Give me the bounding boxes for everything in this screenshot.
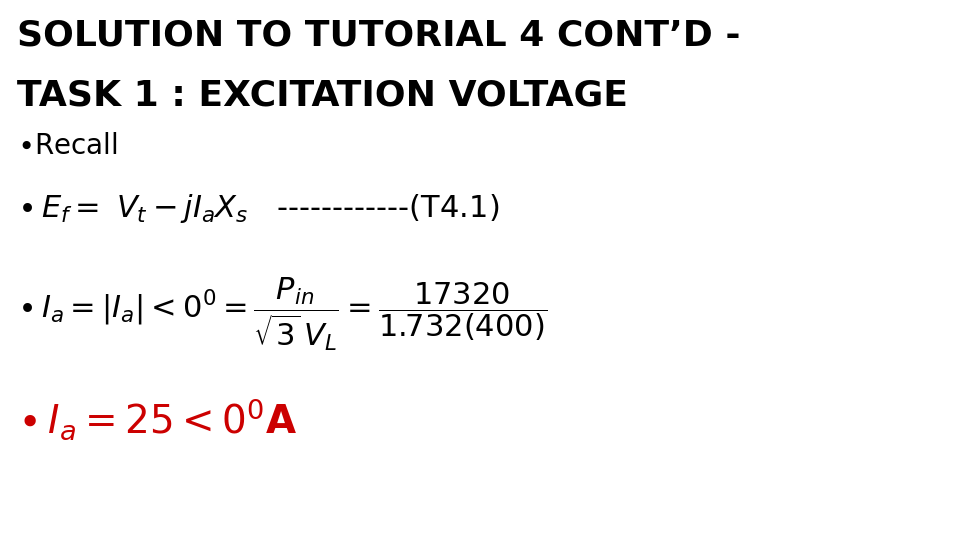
Text: $\bullet\,I_a = |I_a| < 0^0 = \dfrac{P_{in}}{\sqrt{3}\,V_L} = \dfrac{17320}{1.73: $\bullet\,I_a = |I_a| < 0^0 = \dfrac{P_{…	[17, 275, 547, 353]
Text: TASK 1 : EXCITATION VOLTAGE: TASK 1 : EXCITATION VOLTAGE	[17, 78, 628, 112]
Text: SOLUTION TO TUTORIAL 4 CONT’D -: SOLUTION TO TUTORIAL 4 CONT’D -	[17, 19, 741, 53]
Text: $\bullet\,\mathit{I_a} = 25 < 0^0\mathbf{A}$: $\bullet\,\mathit{I_a} = 25 < 0^0\mathbf…	[17, 397, 298, 442]
Text: $\bullet\,E_f =\ V_t - jI_aX_s$   ------------(T4.1): $\bullet\,E_f =\ V_t - jI_aX_s$ --------…	[17, 192, 499, 225]
Text: $\bullet$Recall: $\bullet$Recall	[17, 132, 118, 160]
